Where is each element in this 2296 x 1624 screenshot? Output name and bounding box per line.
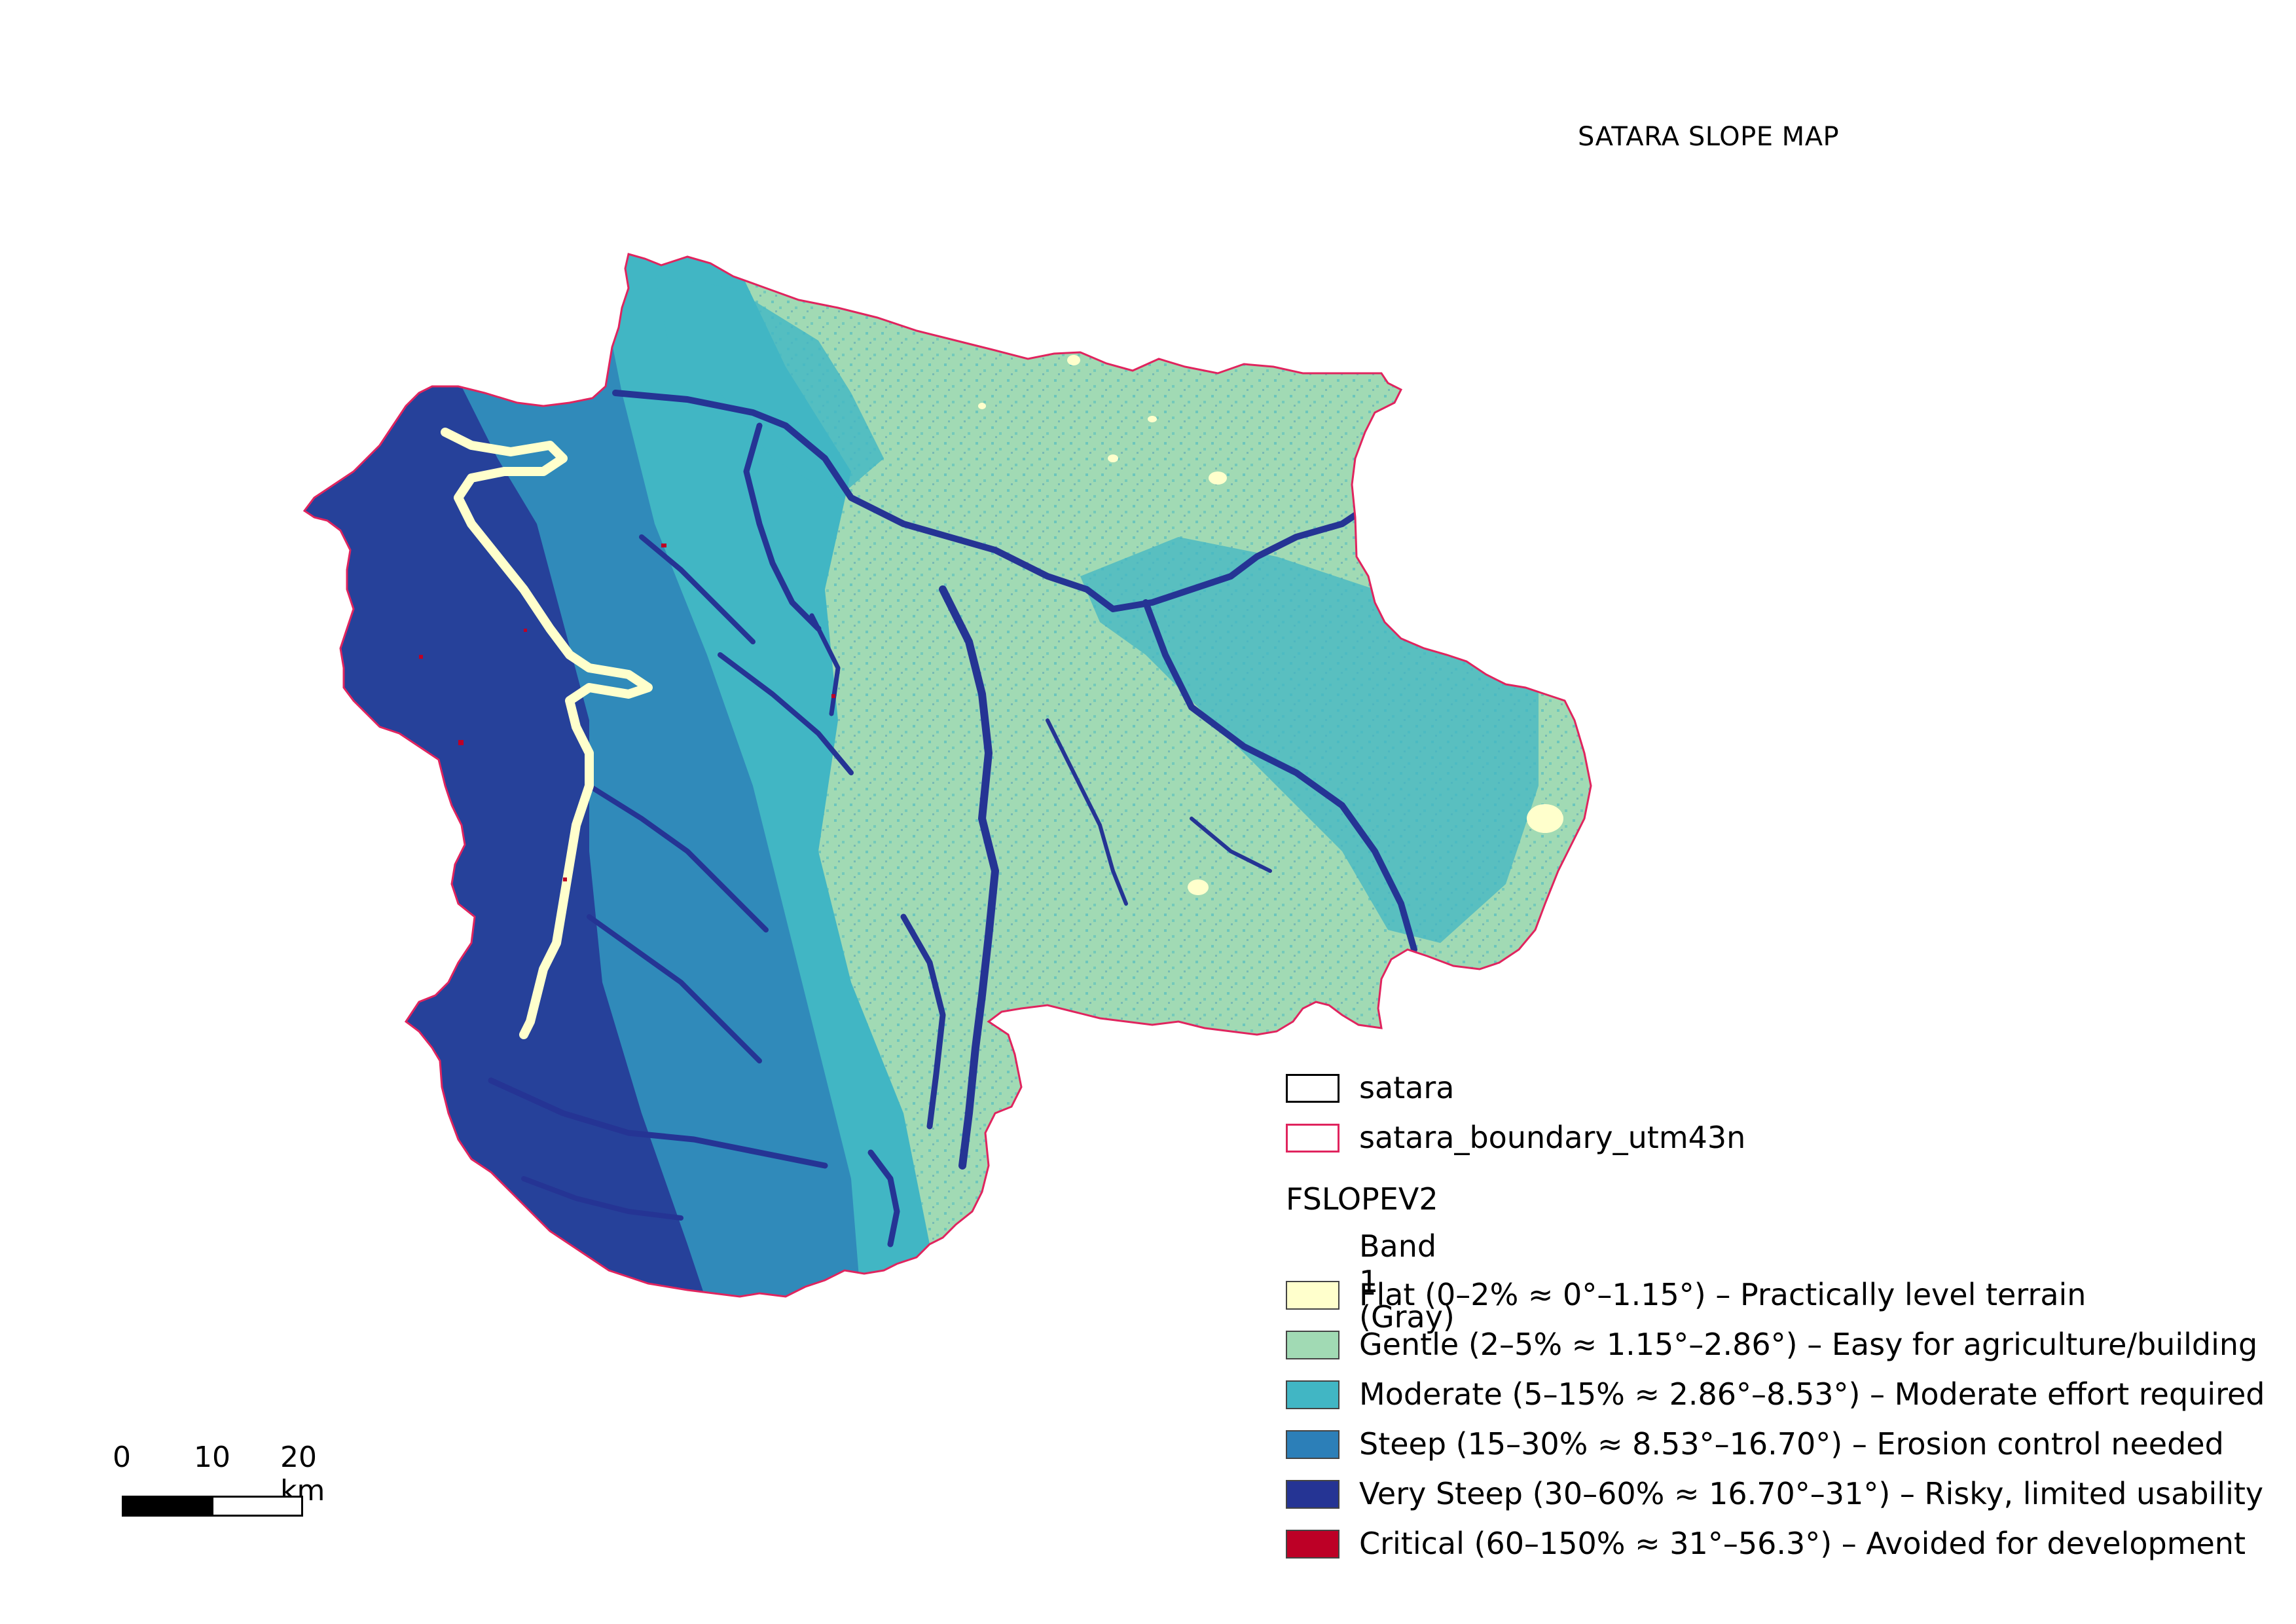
legend-swatch-moderate xyxy=(1286,1380,1339,1409)
legend-swatch-critical xyxy=(1286,1530,1339,1559)
legend-label-boundary: satara_boundary_utm43n xyxy=(1359,1120,1746,1155)
legend-label-moderate: Moderate (5–15% ≈ 2.86°–8.53°) – Moderat… xyxy=(1359,1376,2265,1412)
legend-swatch-boundary xyxy=(1286,1124,1339,1153)
legend-swatch-satara xyxy=(1286,1074,1339,1103)
legend-label-steep: Steep (15–30% ≈ 8.53°–16.70°) – Erosion … xyxy=(1359,1426,2224,1462)
legend-swatch-flat xyxy=(1286,1281,1339,1310)
scale-segment-white xyxy=(211,1496,303,1517)
legend-raster-name: FSLOPEV2 xyxy=(1286,1181,1438,1217)
legend-swatch-steep xyxy=(1286,1430,1339,1459)
legend-band-label: Band 1 (Gray) xyxy=(1359,1228,1455,1335)
map-title: SATARA SLOPE MAP xyxy=(1578,122,1840,152)
scale-segment-black xyxy=(122,1496,213,1517)
legend-label-critical: Critical (60–150% ≈ 31°–56.3°) – Avoided… xyxy=(1359,1526,2246,1561)
legend-swatch-very-steep xyxy=(1286,1480,1339,1509)
legend-swatch-gentle xyxy=(1286,1331,1339,1359)
legend-label-flat: Flat (0–2% ≈ 0°–1.15°) – Practically lev… xyxy=(1359,1277,2086,1312)
slope-raster xyxy=(304,254,1591,1297)
legend-label-very-steep: Very Steep (30–60% ≈ 16.70°–31°) – Risky… xyxy=(1359,1476,2264,1511)
legend-label-gentle: Gentle (2–5% ≈ 1.15°–2.86°) – Easy for a… xyxy=(1359,1327,2258,1362)
legend-label-satara: satara xyxy=(1359,1070,1455,1105)
scale-label-0: 0 xyxy=(113,1441,131,1474)
scale-label-10: 10 xyxy=(194,1441,230,1474)
